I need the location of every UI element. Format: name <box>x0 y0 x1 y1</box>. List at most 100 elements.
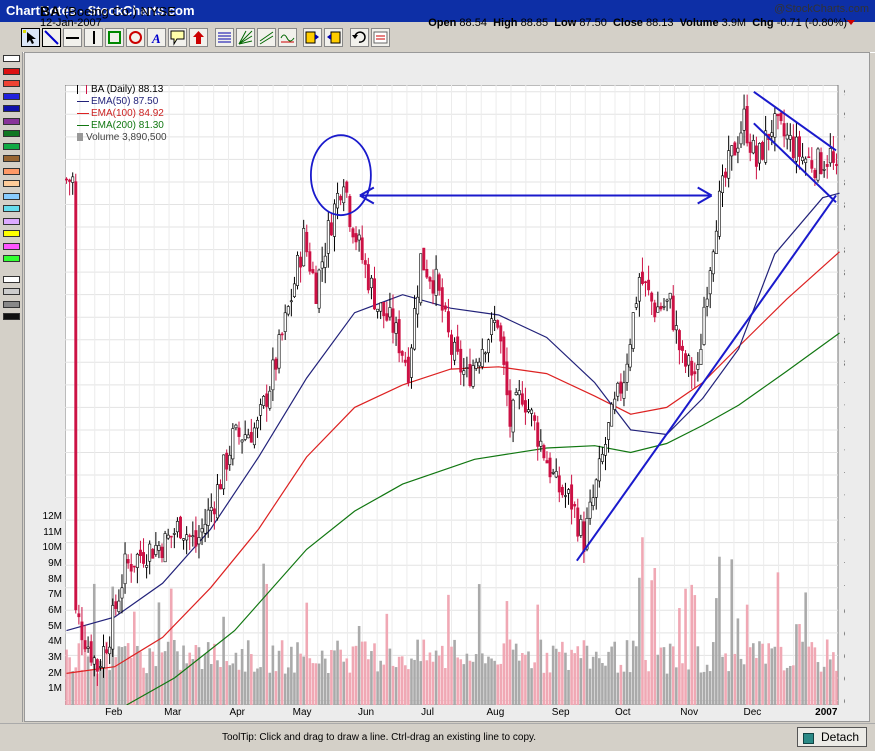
horizontal-line-tool-button[interactable] <box>63 28 82 47</box>
window-title: ChartNotes - StockCharts.com <box>6 3 195 18</box>
callout-tool-button[interactable] <box>168 28 187 47</box>
candle-body <box>554 471 558 478</box>
color-swatch[interactable] <box>3 242 20 250</box>
candle-body <box>791 136 795 159</box>
color-swatch[interactable] <box>3 255 20 262</box>
trendchannel-tool-button[interactable] <box>257 28 276 47</box>
color-swatch[interactable] <box>3 80 20 87</box>
color-swatch[interactable] <box>3 155 20 162</box>
volume-bar <box>92 583 96 705</box>
text-tool-button[interactable]: A <box>147 28 166 47</box>
color-swatch[interactable] <box>3 117 20 125</box>
candle-body <box>160 546 164 559</box>
detach-button[interactable]: Detach <box>797 727 867 747</box>
price-tick-label: 66 <box>844 674 845 685</box>
retracement-lines-icon <box>218 32 231 43</box>
price-chart[interactable]: 65 66 67 68 69 70 71 72 73 74 75 76 77 78 79 80 81 82 83 84… <box>65 85 845 705</box>
volume-bar <box>557 651 561 705</box>
volume-bar <box>83 647 87 705</box>
down-arrow-icon <box>847 20 855 25</box>
price-tick-label: 89 <box>844 155 845 166</box>
volume-bar <box>231 663 235 705</box>
color-swatch[interactable] <box>3 180 20 187</box>
undo-icon <box>352 31 366 43</box>
volume-bar <box>807 646 811 705</box>
candle-body <box>751 140 755 154</box>
uptrend-line-annotation <box>576 194 837 562</box>
color-swatch[interactable] <box>3 192 20 200</box>
volume-bar <box>237 669 241 705</box>
rectangle-icon <box>108 31 121 44</box>
volume-bar <box>394 667 398 705</box>
color-swatch[interactable] <box>3 275 20 283</box>
volume-bar <box>77 643 81 705</box>
color-swatch[interactable] <box>3 300 20 308</box>
candle-body <box>191 535 195 538</box>
ellipse-tool-button[interactable] <box>126 28 145 47</box>
open-label: Open <box>428 17 457 29</box>
color-swatch[interactable] <box>3 130 20 137</box>
volume-bar <box>644 659 647 705</box>
ellipse-icon <box>129 31 142 44</box>
pointer-tool-button[interactable] <box>21 28 40 47</box>
volume-bar <box>481 653 484 705</box>
volume-bar <box>761 643 764 705</box>
chg-value: -0.71 (-0.80%) <box>776 17 847 29</box>
volume-bar <box>68 657 71 705</box>
color-swatch[interactable] <box>3 205 20 212</box>
candle-body <box>764 130 768 163</box>
color-swatch[interactable] <box>3 167 20 175</box>
candle-body <box>604 444 607 456</box>
color-swatch[interactable] <box>3 313 20 320</box>
month-tick-label: Feb <box>105 707 123 718</box>
volume-bar <box>551 645 555 705</box>
color-swatch[interactable] <box>3 142 20 150</box>
candle-body <box>560 486 564 496</box>
volume-bar <box>554 648 558 705</box>
month-tick-label: Nov <box>680 707 699 718</box>
color-swatch[interactable] <box>3 288 20 295</box>
volume-bar <box>792 665 795 705</box>
candle-body <box>265 393 269 407</box>
line-tool-button[interactable] <box>42 28 61 47</box>
detach-label: Detach <box>821 730 860 744</box>
candle-body <box>148 543 152 562</box>
clear-tool-button[interactable] <box>371 28 390 47</box>
price-tick-label: 76 <box>844 448 845 459</box>
undo-tool-button[interactable] <box>350 28 369 47</box>
color-swatch[interactable] <box>3 230 20 237</box>
volume-bar <box>228 665 232 705</box>
volume-bar <box>752 643 755 705</box>
volume-bar <box>453 639 456 705</box>
fan-tool-button[interactable] <box>236 28 255 47</box>
volume-bar <box>99 660 102 705</box>
send-back-icon <box>327 31 341 44</box>
vertical-line-tool-button[interactable] <box>84 28 103 47</box>
send-back-tool-button[interactable] <box>324 28 343 47</box>
month-tick-label: Oct <box>614 707 631 718</box>
color-swatch[interactable] <box>3 67 20 75</box>
color-swatch[interactable] <box>3 92 20 100</box>
bring-front-tool-button[interactable] <box>303 28 322 47</box>
color-swatch[interactable] <box>3 105 20 112</box>
volume-bar <box>108 670 111 705</box>
candle-body <box>333 203 336 237</box>
retracement-tool-button[interactable] <box>215 28 234 47</box>
color-swatch[interactable] <box>3 217 20 225</box>
cycle-tool-button[interactable] <box>278 28 297 47</box>
candle-body <box>240 439 244 443</box>
arrow-tool-button[interactable] <box>189 28 208 47</box>
detach-icon <box>803 733 814 744</box>
candle-body <box>770 132 774 137</box>
volume-bar <box>647 671 650 705</box>
volume-bar <box>188 652 192 705</box>
color-swatch[interactable] <box>3 55 20 62</box>
candle-body <box>413 308 417 350</box>
rectangle-tool-button[interactable] <box>105 28 124 47</box>
price-tick-label: 69 <box>844 606 845 617</box>
candle-body <box>169 535 173 538</box>
candle-body <box>693 371 697 375</box>
volume-bar <box>656 654 660 705</box>
candle-body <box>631 312 635 349</box>
volume-bar <box>641 537 644 705</box>
